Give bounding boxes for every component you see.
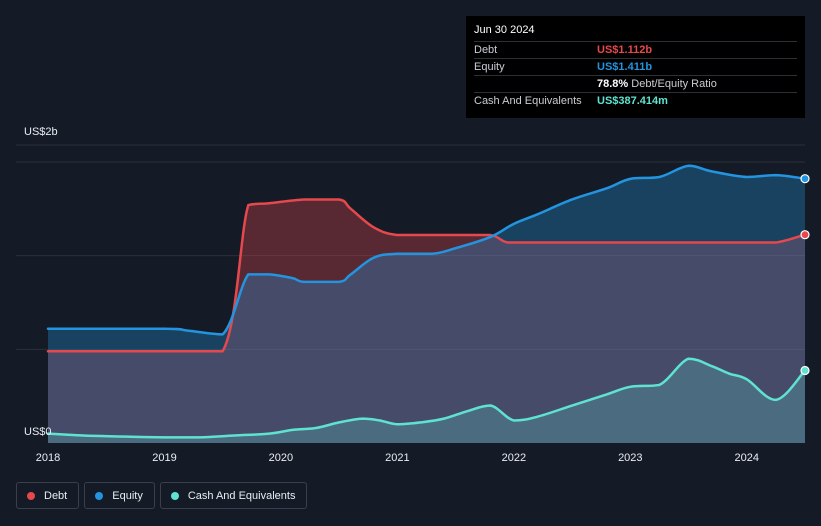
legend-dot-icon xyxy=(170,491,179,500)
x-tick-label: 2019 xyxy=(152,452,176,464)
tooltip-rows: Debt US$1.112b Equity US$1.411b 78.8% Debt/E… xyxy=(474,41,797,109)
x-tick-label: 2020 xyxy=(269,452,293,464)
area-cash-and-equivalents xyxy=(48,358,805,443)
x-tick-label: 2022 xyxy=(502,452,526,464)
line-equity xyxy=(46,164,807,336)
legend-dot-icon xyxy=(27,491,35,500)
endpoint-cash-and-equivalents xyxy=(800,365,810,376)
x-tick-label: 2024 xyxy=(735,452,759,464)
endpoint-equity xyxy=(800,174,810,184)
tooltip-row-value: US$387.414m xyxy=(597,95,668,107)
chart-legend: Debt Equity Cash And Equivalents xyxy=(16,482,312,509)
tooltip-row-value: US$1.112b xyxy=(597,44,653,56)
endpoint-debt xyxy=(800,230,810,240)
legend-item-cash-and-equivalents[interactable]: Cash And Equivalents xyxy=(159,482,308,509)
tooltip-row: Cash And Equivalents US$387.414m xyxy=(474,92,797,109)
line-cash-and-equivalents xyxy=(46,357,807,439)
legend-dot-icon xyxy=(95,491,104,500)
area-debt xyxy=(48,199,805,443)
legend-label: Debt xyxy=(44,489,68,502)
y-axis-top-label: US$2b xyxy=(24,126,58,138)
legend-item-debt[interactable]: Debt xyxy=(16,482,80,509)
tooltip-row-value: 78.8% Debt/Equity Ratio xyxy=(597,78,717,90)
tooltip-row-label: Equity xyxy=(474,61,505,73)
tooltip-row-label: Debt xyxy=(474,44,498,56)
legend-label: Cash And Equivalents xyxy=(187,489,296,502)
chart-gridlines xyxy=(16,144,805,350)
tooltip-date: Jun 30 2024 xyxy=(474,24,535,36)
chart-lines xyxy=(46,164,807,439)
legend-label: Equity xyxy=(112,489,143,502)
chart-areas xyxy=(48,165,805,443)
area-equity xyxy=(48,165,805,443)
x-tick-label: 2018 xyxy=(36,452,60,464)
x-tick-label: 2023 xyxy=(618,452,642,464)
line-debt xyxy=(46,198,807,353)
tooltip-row-suffix: Debt/Equity Ratio xyxy=(628,78,717,90)
data-tooltip: Jun 30 2024 Debt US$1.112b Equity US$1.411b… xyxy=(466,16,805,118)
tooltip-row-label xyxy=(474,76,597,92)
tooltip-row: Equity US$1.411b xyxy=(474,58,797,75)
legend-item-equity[interactable]: Equity xyxy=(84,482,155,509)
tooltip-row: 78.8% Debt/Equity Ratio xyxy=(474,75,797,92)
y-axis-bottom-label: US$0 xyxy=(24,426,52,438)
tooltip-row: Debt US$1.112b xyxy=(474,41,797,58)
x-tick-label: 2021 xyxy=(385,452,409,464)
tooltip-row-label: Cash And Equivalents xyxy=(474,95,582,107)
chart-axis: US$2b US$0 2018 2019 2020 2021 2022 2023 2024 xyxy=(24,126,759,464)
tooltip-row-value: US$1.411b xyxy=(597,61,653,73)
chart-endpoint-markers xyxy=(800,174,810,376)
